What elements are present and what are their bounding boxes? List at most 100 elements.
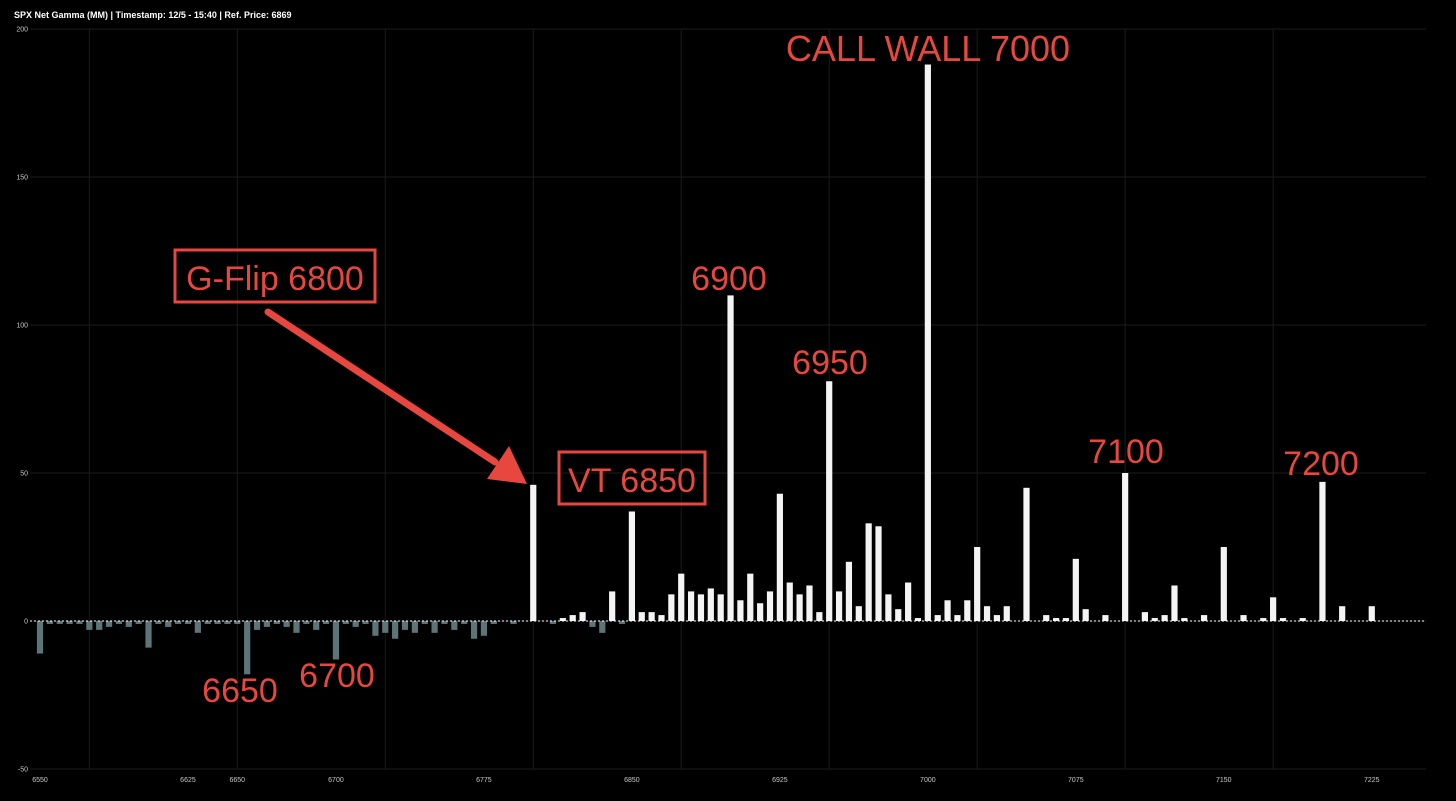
annotation-label: 7100 (1088, 433, 1164, 471)
annotation-label: 6700 (299, 657, 375, 695)
bar-6885 (697, 594, 705, 621)
y-tick-label: 50 (20, 471, 28, 478)
bar-6775 (480, 621, 488, 636)
bar-7030 (983, 606, 991, 621)
bar-6825 (579, 612, 586, 621)
bar-6920 (766, 591, 774, 621)
annotation-label: 6950 (792, 344, 868, 382)
bar-6875 (678, 573, 685, 621)
bar-6860 (648, 612, 655, 621)
bar-6550 (36, 621, 44, 654)
bar-7075 (1072, 558, 1079, 621)
bar-6870 (668, 594, 675, 621)
bar-6990 (905, 582, 912, 621)
arrow-shaft (264, 308, 499, 466)
bar-7100 (1122, 473, 1129, 621)
bar-6975 (875, 526, 882, 621)
bar-6585 (105, 621, 113, 627)
bar-6670 (273, 621, 280, 624)
bar-7200 (1319, 481, 1326, 621)
bar-7005 (934, 615, 941, 621)
x-tick-label: 6775 (476, 777, 492, 784)
bar-6725 (382, 621, 389, 633)
y-tick-label: 150 (16, 175, 28, 182)
bar-6790 (510, 621, 517, 624)
bar-6970 (865, 523, 872, 621)
bar-7150 (1220, 547, 1227, 621)
bar-7000 (924, 64, 931, 621)
bar-6645 (224, 621, 231, 624)
bar-6555 (46, 621, 53, 624)
bar-6730 (392, 621, 399, 639)
bar-6810 (549, 621, 557, 624)
bar-6610 (155, 621, 162, 624)
bar-7065 (1052, 618, 1060, 621)
bar-6935 (796, 594, 803, 621)
bar-7110 (1141, 612, 1148, 621)
bar-6780 (490, 621, 497, 624)
bar-7060 (1043, 615, 1050, 621)
y-tick-label: -50 (18, 767, 28, 774)
bar-6595 (125, 621, 132, 627)
bar-6985 (895, 609, 902, 621)
bar-7115 (1151, 618, 1158, 621)
bar-6565 (66, 621, 73, 624)
bar-6605 (145, 621, 152, 648)
bar-6755 (441, 621, 448, 624)
bar-6560 (56, 621, 63, 624)
bar-7125 (1171, 585, 1178, 621)
bar-7170 (1260, 618, 1267, 621)
bar-6705 (342, 621, 349, 624)
bar-6835 (599, 621, 606, 633)
bar-6880 (687, 591, 695, 621)
bar-7175 (1270, 597, 1277, 621)
annotation-box (173, 248, 377, 304)
bar-6625 (184, 621, 192, 624)
bar-7225 (1368, 606, 1375, 621)
bar-6650 (234, 621, 241, 624)
bar-7040 (1003, 606, 1010, 621)
bar-6720 (372, 621, 379, 636)
x-tick-label: 6850 (624, 777, 640, 784)
bar-6590 (115, 621, 123, 624)
bar-6925 (776, 493, 783, 621)
annotation-label: VT 6850 (568, 462, 696, 500)
bar-6915 (757, 603, 764, 621)
bar-6855 (638, 612, 645, 621)
annotation-label: 7200 (1283, 445, 1359, 483)
x-tick-label: 7150 (1216, 777, 1232, 784)
bar-7080 (1082, 609, 1089, 621)
x-tick-label: 7075 (1068, 777, 1084, 784)
bar-6680 (293, 621, 300, 633)
bar-6760 (451, 621, 458, 630)
bar-6955 (835, 591, 843, 621)
bar-7070 (1062, 618, 1070, 621)
bar-6945 (816, 612, 823, 621)
bar-7210 (1339, 606, 1346, 621)
axis-layer: -50 0 50 100 150 200 6550 6625 6650 6700 6775 6850 6… (16, 27, 1426, 784)
x-tick-label: 6625 (180, 777, 196, 784)
bar-6865 (658, 615, 665, 621)
bar-7120 (1161, 615, 1168, 621)
bar-6765 (461, 621, 468, 624)
bar-6740 (411, 621, 418, 633)
bar-6910 (747, 573, 754, 621)
bar-7140 (1200, 615, 1208, 621)
bar-6960 (845, 561, 853, 621)
bar-6655 (244, 621, 251, 675)
bar-6575 (86, 621, 93, 630)
bar-6950 (826, 381, 833, 621)
bar-6685 (303, 621, 310, 624)
annotation-layer: CALL WALL 7000 6900 6950 7100 7200 6650 6700 G-… (173, 28, 1359, 710)
bar-6750 (431, 621, 438, 633)
bar-6890 (707, 588, 714, 621)
bar-6830 (589, 621, 596, 627)
bar-6660 (253, 621, 261, 630)
bar-7035 (993, 615, 1001, 621)
bar-6735 (401, 621, 409, 630)
bar-6700 (332, 621, 340, 660)
x-tick-label: 7225 (1364, 777, 1380, 784)
bar-6630 (194, 621, 201, 633)
bar-7160 (1240, 615, 1247, 621)
